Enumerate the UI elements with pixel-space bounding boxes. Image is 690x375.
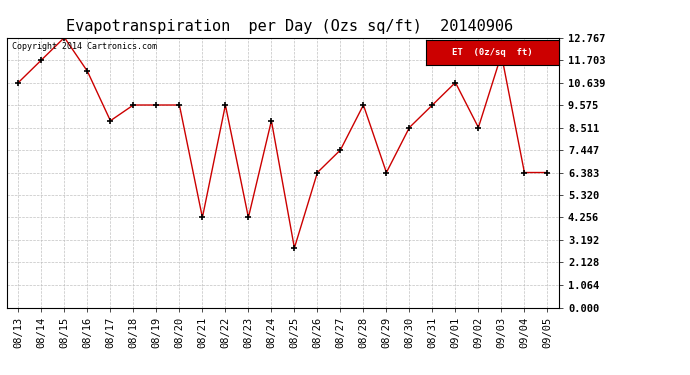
Text: Evapotranspiration  per Day (Ozs sq/ft)  20140906: Evapotranspiration per Day (Ozs sq/ft) 2… [66, 19, 513, 34]
Text: Copyright 2014 Cartronics.com: Copyright 2014 Cartronics.com [12, 42, 157, 51]
